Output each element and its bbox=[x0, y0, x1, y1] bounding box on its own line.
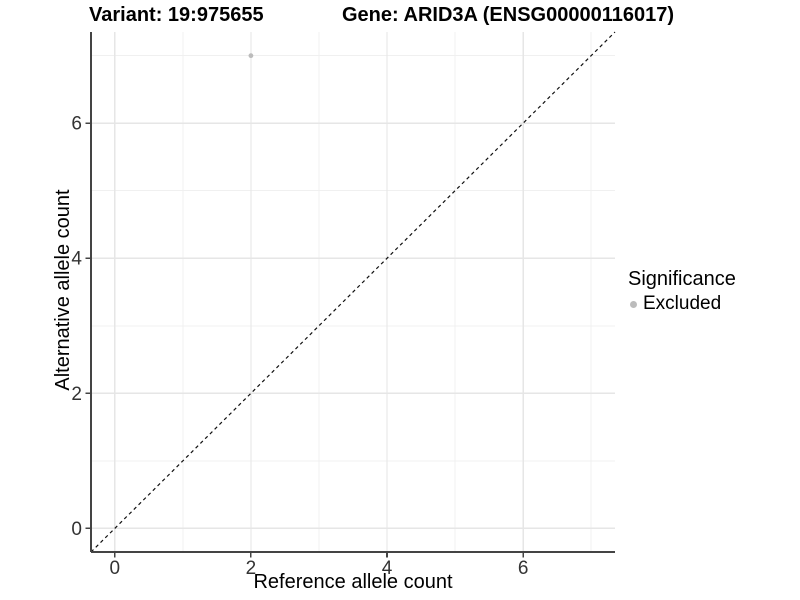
data-point-excluded bbox=[248, 53, 254, 59]
y-tick-label: 2 bbox=[71, 384, 82, 405]
legend-item-label: Excluded bbox=[643, 293, 722, 314]
y-tick-label: 0 bbox=[71, 519, 82, 540]
x-tick-label: 0 bbox=[110, 558, 121, 579]
x-axis-title: Reference allele count bbox=[253, 571, 453, 593]
x-tick-label: 6 bbox=[518, 558, 529, 579]
legend-title: Significance bbox=[628, 268, 736, 290]
x-tick-label: 2 bbox=[246, 558, 257, 579]
identity-reference-line bbox=[90, 31, 616, 553]
y-axis-title: Alternative allele count bbox=[52, 189, 74, 391]
legend-point-icon bbox=[630, 300, 637, 308]
plot-title-variant: Variant: 19:975655 bbox=[89, 4, 264, 26]
legend: Significance Excluded bbox=[628, 268, 736, 315]
plot-title-gene: Gene: ARID3A (ENSG00000116017) bbox=[342, 4, 675, 26]
y-tick-label: 4 bbox=[71, 249, 82, 270]
legend-item-excluded: Excluded bbox=[628, 293, 736, 315]
y-tick-label: 6 bbox=[71, 114, 82, 135]
x-tick-label: 4 bbox=[382, 558, 393, 579]
